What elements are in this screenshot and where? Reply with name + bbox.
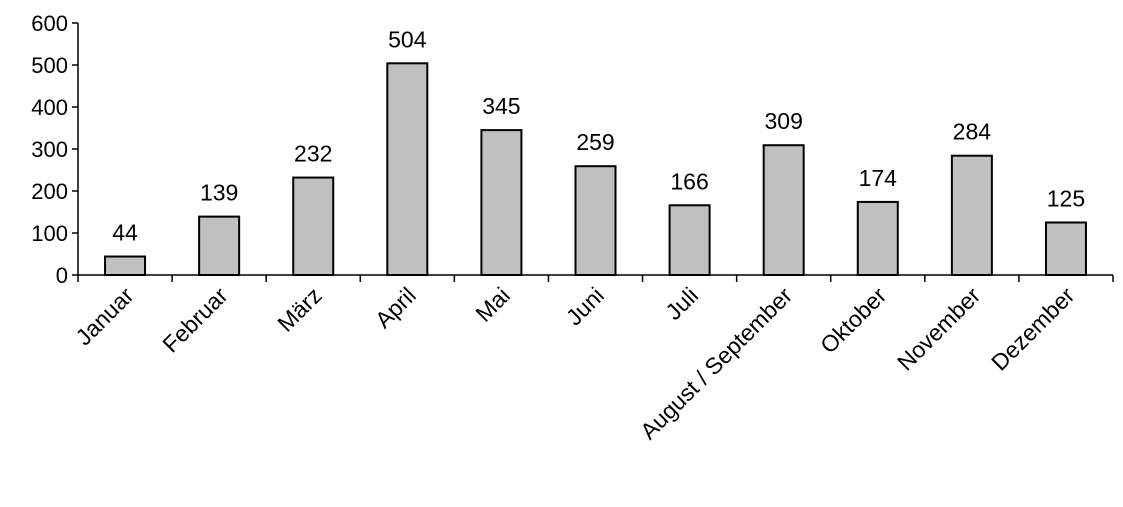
data-label: 125 bbox=[1047, 186, 1085, 212]
y-tick-label: 100 bbox=[31, 221, 68, 246]
bar-august-september bbox=[762, 144, 805, 276]
x-category-label: November bbox=[892, 282, 986, 376]
data-label: 504 bbox=[388, 26, 427, 52]
y-tick-label: 200 bbox=[31, 179, 68, 204]
x-category-label: Dezember bbox=[986, 282, 1080, 376]
x-category-label: Juni bbox=[561, 282, 609, 330]
data-label: 139 bbox=[200, 180, 238, 206]
data-label: 166 bbox=[670, 168, 708, 194]
data-label: 284 bbox=[953, 119, 992, 145]
data-label: 259 bbox=[576, 129, 614, 155]
data-label: 232 bbox=[294, 141, 332, 167]
x-category-label: Oktober bbox=[815, 282, 891, 358]
bar-juli bbox=[668, 204, 711, 276]
bar-januar bbox=[104, 255, 147, 276]
x-category-label: Januar bbox=[70, 282, 138, 350]
bar-november bbox=[950, 154, 993, 276]
y-tick-label: 600 bbox=[31, 11, 68, 36]
x-category-label: Februar bbox=[157, 282, 233, 358]
x-category-label: Mai bbox=[470, 282, 515, 327]
x-category-label: Juli bbox=[660, 282, 703, 325]
bar-oktober bbox=[856, 200, 899, 276]
data-label: 309 bbox=[764, 108, 802, 134]
bar-mai bbox=[480, 129, 523, 276]
bar-februar bbox=[198, 215, 241, 276]
y-tick-label: 300 bbox=[31, 137, 68, 162]
x-category-label: April bbox=[370, 282, 421, 333]
data-label: 44 bbox=[112, 220, 138, 246]
y-tick-label: 400 bbox=[31, 95, 68, 120]
data-label: 345 bbox=[482, 93, 520, 119]
x-category-label: März bbox=[272, 282, 327, 337]
bar-m-rz bbox=[292, 176, 335, 276]
bar-april bbox=[386, 62, 429, 276]
y-tick-label: 500 bbox=[31, 53, 68, 78]
y-tick-label: 0 bbox=[56, 263, 68, 288]
chart-bars bbox=[104, 62, 1087, 276]
bar-dezember bbox=[1044, 221, 1087, 276]
data-label: 174 bbox=[859, 165, 898, 191]
bar-juni bbox=[574, 165, 617, 276]
chart-axes: 0 100 200 300 400 500 600 bbox=[31, 11, 1114, 288]
